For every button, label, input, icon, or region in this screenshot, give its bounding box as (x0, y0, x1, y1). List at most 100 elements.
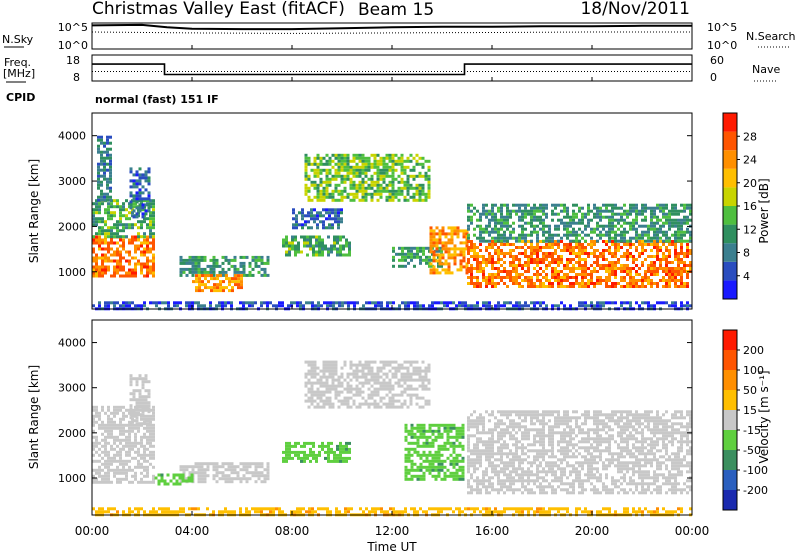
heat-cell (370, 402, 374, 406)
heat-cell (557, 243, 560, 246)
heat-cell (491, 273, 494, 276)
heat-cell (147, 419, 151, 423)
heat-cell (95, 208, 98, 212)
heat-cell (533, 252, 536, 255)
heat-cell (239, 468, 243, 472)
heat-cell (312, 456, 315, 460)
heat-cell (92, 474, 95, 478)
heat-cell (421, 375, 425, 379)
heat-cell (339, 238, 342, 242)
heat-cell (137, 423, 140, 427)
heat-cell (185, 477, 189, 481)
heat-cell (668, 304, 671, 308)
heat-cell (563, 285, 566, 288)
heat-cell (254, 480, 258, 484)
heat-cell (104, 429, 107, 433)
heat-cell (95, 235, 98, 239)
heat-cell (349, 378, 353, 382)
heat-cell (370, 153, 374, 157)
heat-cell (641, 264, 644, 267)
heat-cell (349, 360, 353, 364)
heat-cell (440, 423, 444, 427)
heat-cell (479, 479, 482, 483)
heat-cell (129, 413, 133, 417)
heat-cell (138, 389, 142, 393)
heat-cell (146, 414, 149, 418)
heat-cell (110, 462, 113, 466)
heat-cell (182, 471, 186, 475)
heat-cell (231, 286, 234, 290)
heat-cell (494, 249, 497, 252)
heat-cell (313, 363, 317, 367)
heat-cell (452, 426, 456, 430)
heat-cell (443, 477, 447, 481)
heat-cell (467, 209, 470, 213)
heat-cell (135, 404, 139, 408)
heat-cell (689, 261, 692, 264)
heat-cell (545, 212, 548, 216)
heat-cell (617, 282, 620, 285)
heat-cell (355, 390, 359, 394)
heat-cell (129, 191, 133, 195)
heat-cell (106, 198, 109, 202)
heat-cell (440, 468, 444, 472)
heat-cell (479, 249, 482, 252)
heat-cell (200, 474, 204, 478)
heat-cell (187, 479, 191, 483)
heat-cell (146, 247, 149, 251)
heat-cell (309, 459, 312, 463)
heat-cell (95, 205, 98, 209)
heat-cell (138, 203, 142, 207)
heat-cell (313, 393, 317, 397)
heat-cell (653, 255, 656, 258)
heat-cell (647, 230, 650, 234)
heat-cell (647, 233, 650, 237)
heat-cell (367, 381, 371, 385)
heat-cell (331, 211, 334, 215)
heat-cell (611, 209, 614, 213)
heat-cell (309, 453, 312, 457)
heat-cell (346, 156, 350, 160)
heat-cell (95, 414, 98, 418)
heat-cell (394, 375, 398, 379)
heat-cell (527, 270, 530, 273)
heat-cell (470, 276, 473, 279)
heat-cell (635, 236, 638, 240)
heat-cell (422, 474, 426, 478)
heat-cell (141, 191, 145, 195)
heat-cell (467, 215, 470, 219)
heat-cell (119, 456, 122, 460)
heat-cell (107, 414, 110, 418)
heat-cell (340, 220, 343, 224)
heat-cell (361, 384, 365, 388)
heat-cell (470, 452, 473, 456)
heat-cell (346, 171, 350, 175)
heat-cell (374, 301, 377, 305)
heat-cell (373, 381, 377, 385)
heat-cell (608, 276, 611, 279)
heat-cell (581, 246, 584, 249)
heat-cell (135, 377, 139, 381)
heat-cell (103, 168, 106, 172)
heat-cell (313, 217, 316, 221)
heat-cell (336, 453, 339, 457)
heat-cell (240, 274, 243, 278)
heat-cell (406, 156, 410, 160)
heat-cell (146, 217, 149, 221)
heat-cell (119, 432, 122, 436)
heat-cell (485, 473, 488, 477)
heat-cell (509, 230, 512, 234)
heat-cell (533, 212, 536, 216)
heat-cell (116, 453, 119, 457)
heat-cell (584, 239, 587, 243)
heat-cell (221, 477, 225, 481)
heat-cell (533, 230, 536, 234)
heat-cell (107, 453, 110, 457)
heat-cell (304, 159, 308, 163)
heat-cell (569, 224, 572, 228)
heat-cell (494, 227, 497, 231)
heat-cell (512, 267, 515, 270)
heat-cell (212, 477, 216, 481)
heat-cell (149, 265, 152, 269)
heat-cell (349, 372, 353, 376)
